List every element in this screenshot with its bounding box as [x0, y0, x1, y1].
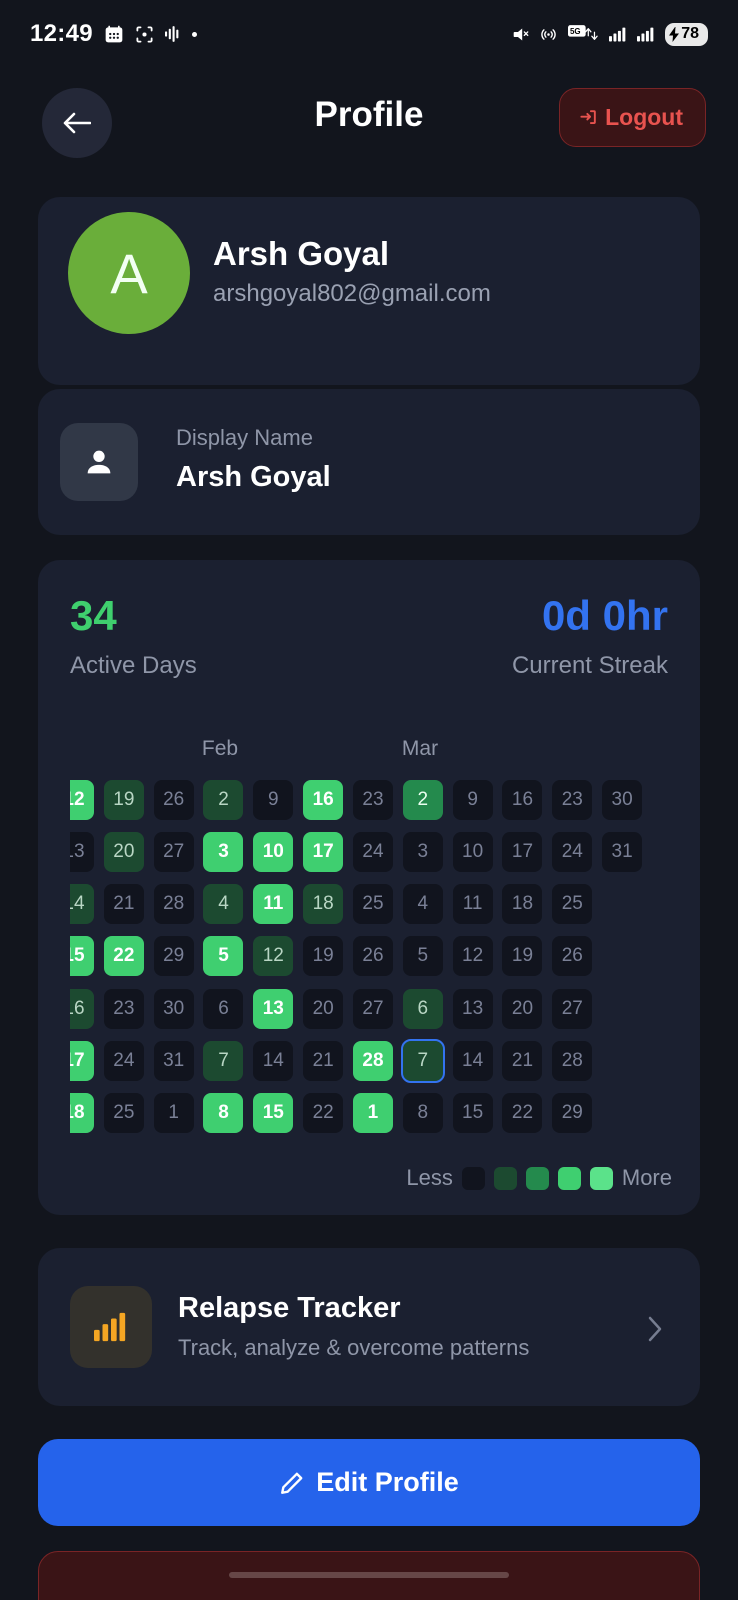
svg-text:5G: 5G: [570, 27, 581, 36]
